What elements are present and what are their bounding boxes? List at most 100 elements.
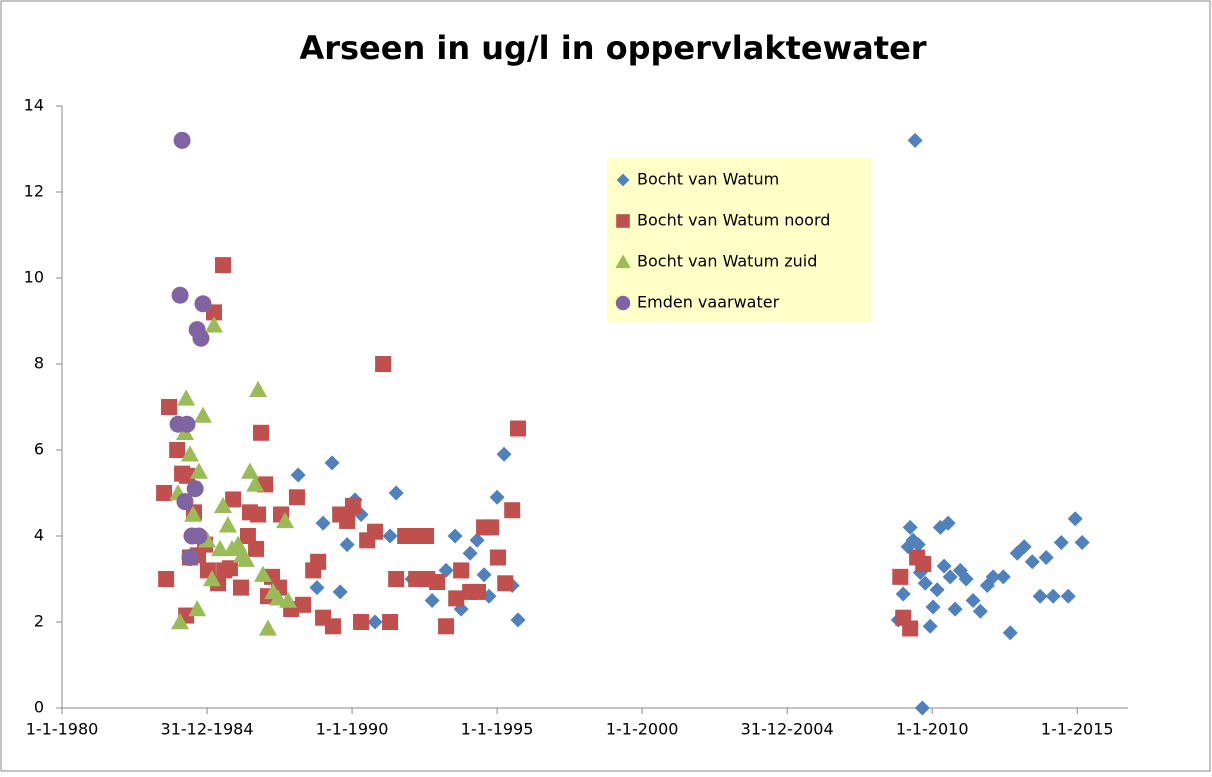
circle-marker — [181, 549, 199, 566]
square-marker — [453, 562, 470, 579]
diamond-marker — [985, 569, 1001, 585]
circle-marker — [176, 493, 194, 511]
diamond-marker — [1074, 534, 1090, 550]
square-marker — [288, 489, 305, 506]
diamond-marker — [907, 132, 923, 148]
square-marker — [418, 528, 435, 544]
triangle-marker — [615, 254, 631, 269]
triangle-marker — [204, 316, 223, 333]
diamond-marker — [332, 584, 348, 600]
square-marker — [375, 356, 392, 372]
chart-title: Arseen in ug/l in oppervlaktewater — [299, 29, 926, 67]
diamond-marker — [290, 467, 306, 483]
triangle-marker — [278, 591, 297, 608]
triangle-marker — [184, 505, 203, 522]
triangle-marker — [258, 619, 277, 636]
triangle-marker — [276, 511, 295, 529]
circle-marker — [615, 295, 631, 311]
triangle-marker — [180, 445, 199, 462]
square-marker — [388, 571, 405, 587]
circle-marker — [178, 415, 196, 433]
diamond-marker — [424, 593, 440, 608]
diamond-marker — [367, 614, 383, 630]
x-tick-label: 1-1-2000 — [606, 720, 679, 739]
circle-marker — [186, 480, 204, 498]
square-marker — [915, 555, 932, 572]
x-tick-label: 1-1-1995 — [461, 720, 534, 739]
legend-label: Bocht van Watum noord — [637, 211, 830, 230]
triangle-marker — [236, 550, 255, 567]
circle-marker — [190, 527, 208, 545]
diamond-marker — [1053, 534, 1069, 550]
y-tick-label: 4 — [34, 526, 44, 545]
y-tick-label: 0 — [34, 698, 44, 717]
square-marker — [497, 575, 514, 592]
square-marker — [892, 568, 909, 585]
diamond-marker — [929, 582, 945, 598]
diamond-marker — [965, 593, 981, 608]
triangle-marker — [202, 570, 221, 587]
diamond-marker — [958, 571, 974, 587]
triangle-marker — [218, 516, 237, 533]
triangle-marker — [211, 539, 230, 557]
square-marker — [366, 523, 383, 540]
square-marker — [295, 596, 312, 613]
triangle-marker — [213, 496, 232, 514]
diamond-marker — [382, 528, 398, 544]
legend-label: Emden vaarwater — [637, 293, 780, 312]
triangle-marker — [240, 462, 259, 479]
x-tick-label: 1-1-2010 — [896, 720, 969, 739]
diamond-marker — [947, 601, 963, 617]
diamond-marker — [616, 173, 630, 187]
legend-label: Bocht van Watum zuid — [637, 252, 817, 271]
y-tick-label: 10 — [24, 268, 44, 287]
diamond-marker — [1024, 554, 1040, 570]
square-marker — [469, 583, 486, 600]
diamond-marker — [476, 567, 492, 583]
diamond-marker — [496, 446, 512, 462]
triangle-marker — [249, 380, 268, 397]
square-marker — [214, 257, 231, 274]
square-marker — [239, 528, 256, 544]
x-tick-label: 1-1-2015 — [1041, 720, 1114, 739]
diamond-marker — [1032, 588, 1048, 604]
diamond-marker — [324, 455, 340, 471]
square-marker — [483, 519, 500, 536]
triangle-marker — [254, 565, 273, 582]
diamond-marker — [910, 537, 926, 553]
diamond-marker — [925, 599, 941, 615]
square-marker — [429, 574, 446, 591]
square-marker — [339, 512, 356, 529]
x-tick-label: 1-1-1990 — [316, 720, 389, 739]
y-tick-label: 8 — [34, 354, 44, 373]
diamond-marker — [1038, 550, 1054, 565]
diamond-marker — [315, 515, 331, 531]
diamond-marker — [339, 537, 355, 553]
circle-marker — [194, 295, 212, 313]
diamond-marker — [309, 580, 325, 596]
diamond-marker — [917, 575, 933, 591]
square-marker — [616, 214, 630, 228]
square-marker — [353, 614, 370, 630]
diamond-marker — [510, 612, 526, 628]
diamond-marker — [1002, 625, 1018, 641]
square-marker — [161, 399, 178, 415]
diamond-marker — [1060, 588, 1076, 604]
square-marker — [250, 506, 267, 523]
diamond-marker — [1067, 511, 1083, 527]
diamond-marker — [1016, 539, 1032, 555]
legend-box — [607, 158, 872, 322]
square-marker — [158, 571, 175, 587]
square-marker — [902, 620, 919, 637]
circle-marker — [173, 131, 191, 149]
y-tick-label: 14 — [24, 96, 44, 115]
diamond-marker — [940, 515, 956, 531]
diamond-marker — [995, 569, 1011, 585]
diamond-marker — [388, 485, 404, 501]
square-marker — [225, 491, 242, 508]
triangle-marker — [189, 462, 208, 479]
diamond-marker — [972, 603, 988, 619]
diamond-marker — [469, 532, 485, 548]
